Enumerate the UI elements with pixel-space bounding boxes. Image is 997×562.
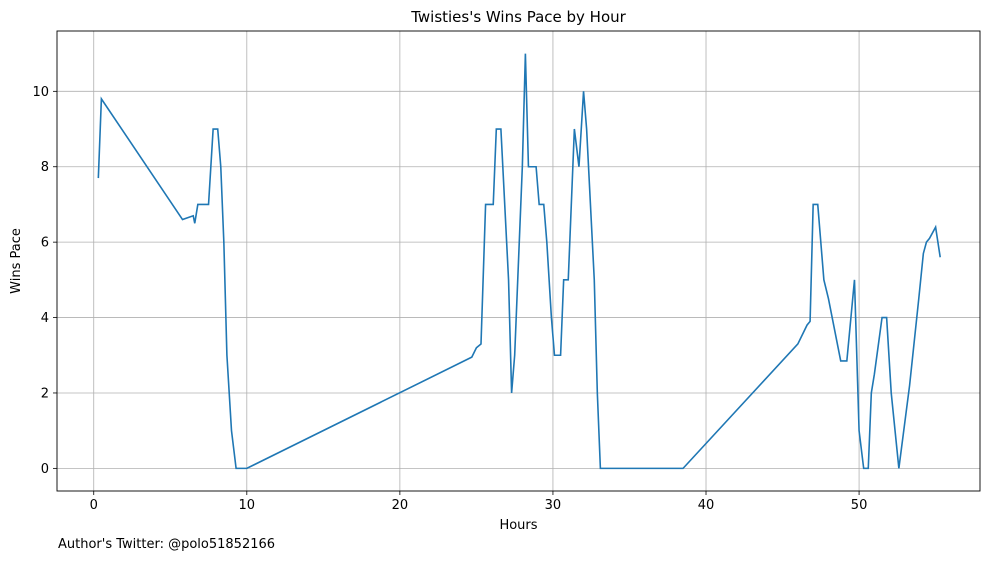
y-tick-label: 0 — [41, 462, 49, 477]
plot-frame — [56, 30, 981, 492]
series-layer — [97, 53, 941, 470]
x-tick-label: 0 — [90, 498, 98, 513]
x-tick-label: 40 — [698, 498, 715, 513]
y-tick-label: 8 — [41, 160, 49, 175]
y-tick-label: 10 — [32, 85, 49, 100]
x-tick-label: 10 — [239, 498, 256, 513]
author-footnote: Author's Twitter: @polo51852166 — [58, 537, 276, 552]
x-axis-title: Hours — [499, 518, 537, 533]
series-line — [97, 53, 941, 470]
x-tick-label: 20 — [392, 498, 409, 513]
y-axis-title: Wins Pace — [9, 228, 24, 294]
x-axis-ticks: 0 10 20 30 40 50 — [90, 491, 868, 513]
x-tick-label: 50 — [851, 498, 868, 513]
chart-title: Twisties's Wins Pace by Hour — [410, 8, 626, 26]
y-axis-ticks: 0 2 4 6 8 10 — [32, 85, 57, 477]
y-tick-label: 4 — [41, 311, 49, 326]
y-tick-label: 6 — [41, 236, 49, 251]
x-tick-label: 30 — [545, 498, 562, 513]
y-tick-label: 2 — [41, 386, 49, 401]
